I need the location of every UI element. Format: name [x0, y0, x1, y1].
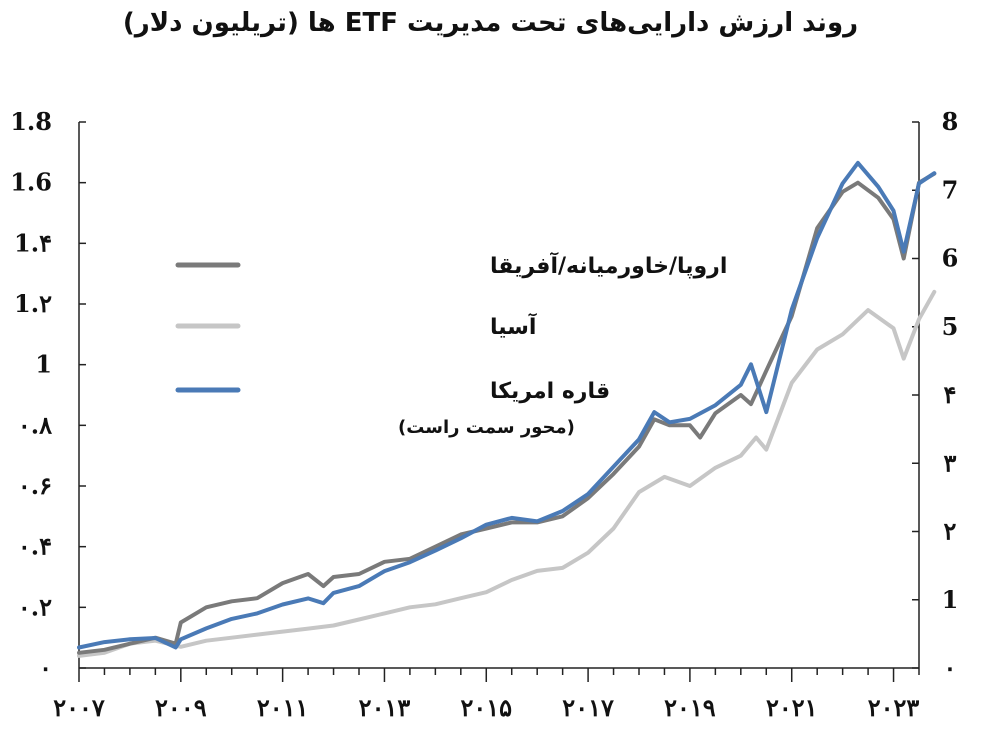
x-tick-label: ۲۰۰۷ [53, 693, 105, 722]
right-y-tick-label: ۲ [944, 517, 957, 546]
right-y-tick-label: 6 [942, 244, 959, 273]
right-y-tick-label: ۰ [944, 653, 957, 682]
right-y-tick-label: 1 [942, 585, 959, 614]
x-tick-label: ۲۰۲۱ [766, 693, 818, 722]
left-y-tick-label: 1.۲ [14, 289, 52, 318]
x-tick-label: ۲۰۰۹ [155, 693, 207, 722]
axes-layer: ۰ ۰.۲ ۰.۴ ۰.۶ ۰.۸ 1 1.۲ 1.۴ 1.6 1.8 ۰ 1 ۲ ۳ ۴ 5 6 7 8 ۲۰۰۷ ۲… [10, 107, 958, 722]
series-layer [77, 160, 937, 658]
legend-label-0: اروپا/خاورمیانه/آفریقا [490, 251, 727, 279]
x-tick-label: ۲۰۱۱ [257, 693, 309, 722]
right-y-tick-label: ۳ [944, 448, 957, 477]
legend-label-1: آسیا [490, 312, 537, 340]
left-y-tick-label: ۰ [39, 653, 52, 682]
x-tick-label: ۲۰۱۳ [359, 693, 411, 722]
x-tick-label: ۲۰۲۳ [868, 693, 920, 722]
right-y-tick-label: 8 [942, 107, 959, 136]
left-y-tick-label: 1.6 [10, 168, 52, 197]
right-y-tick-label: 7 [942, 175, 959, 204]
left-y-tick-label: ۰.۲ [18, 592, 52, 621]
legend-label-2: قاره امریکا [490, 379, 610, 404]
x-tick-label: ۲۰۱۵ [460, 693, 512, 722]
series-line-0 [77, 171, 937, 655]
legend-note: (محور سمت راست) [398, 417, 575, 438]
series-line-2 [77, 160, 937, 650]
left-y-tick-label: ۰.۶ [18, 471, 52, 500]
right-y-tick-label: ۴ [944, 380, 957, 409]
chart-title: روند ارزش دارایی‌های تحت مدیریت ETF ها (… [122, 8, 859, 38]
x-tick-label: ۲۰۱۷ [562, 693, 614, 722]
left-y-tick-label: 1.۴ [14, 228, 52, 257]
left-y-tick-label: 1 [35, 350, 52, 379]
left-y-tick-label: 1.8 [10, 107, 52, 136]
series-line-1 [77, 289, 937, 658]
left-y-tick-label: ۰.۸ [18, 410, 52, 439]
right-y-tick-label: 5 [942, 312, 959, 341]
x-tick-label: ۲۰۱۹ [664, 693, 716, 722]
legend: اروپا/خاورمیانه/آفریقا آسیا قاره امریکا (مح… [175, 251, 727, 438]
left-y-tick-label: ۰.۴ [18, 532, 52, 561]
